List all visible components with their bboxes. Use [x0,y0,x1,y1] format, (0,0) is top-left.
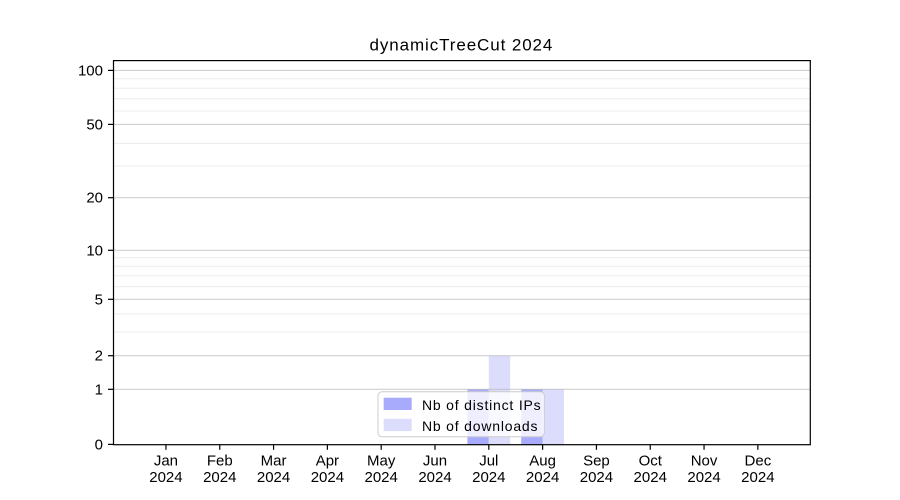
svg-text:Mar: Mar [261,453,287,470]
svg-text:2024: 2024 [526,469,559,486]
svg-text:2024: 2024 [257,469,290,486]
svg-text:1: 1 [95,381,103,398]
svg-text:Feb: Feb [207,453,233,470]
svg-text:2024: 2024 [365,469,398,486]
svg-text:2024: 2024 [203,469,236,486]
svg-text:Aug: Aug [529,453,556,470]
svg-text:Oct: Oct [639,453,663,470]
svg-text:May: May [367,453,396,470]
svg-text:Dec: Dec [745,453,772,470]
svg-text:Jun: Jun [423,453,447,470]
svg-text:Nb of downloads: Nb of downloads [422,418,538,434]
svg-text:0: 0 [95,436,103,453]
svg-text:50: 50 [86,116,103,133]
svg-text:2: 2 [95,348,103,365]
svg-text:2024: 2024 [311,469,344,486]
svg-text:2024: 2024 [687,469,720,486]
svg-text:Apr: Apr [316,453,339,470]
svg-text:Nov: Nov [691,453,718,470]
svg-text:dynamicTreeCut 2024: dynamicTreeCut 2024 [370,35,554,54]
svg-text:Jan: Jan [154,453,178,470]
svg-text:5: 5 [95,291,103,308]
svg-text:100: 100 [78,62,103,79]
svg-text:2024: 2024 [580,469,613,486]
svg-text:2024: 2024 [634,469,667,486]
svg-text:20: 20 [86,190,103,207]
svg-text:Jul: Jul [479,453,498,470]
svg-text:2024: 2024 [741,469,774,486]
svg-text:10: 10 [86,242,103,259]
svg-text:2024: 2024 [418,469,451,486]
svg-text:2024: 2024 [472,469,505,486]
svg-text:Nb of distinct IPs: Nb of distinct IPs [422,397,541,413]
svg-text:2024: 2024 [149,469,182,486]
svg-text:Sep: Sep [583,453,610,470]
